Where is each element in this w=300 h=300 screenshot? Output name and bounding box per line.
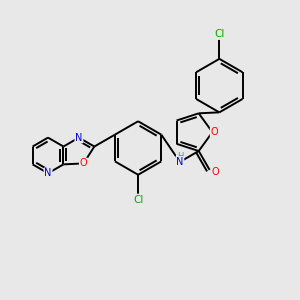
Text: N: N [176, 157, 184, 167]
Text: O: O [212, 167, 219, 177]
Text: Cl: Cl [133, 194, 143, 205]
Text: Cl: Cl [214, 29, 224, 39]
Text: H: H [177, 152, 183, 161]
Text: O: O [80, 158, 87, 168]
Text: O: O [211, 127, 218, 137]
Text: N: N [75, 133, 82, 142]
Text: N: N [44, 168, 52, 178]
